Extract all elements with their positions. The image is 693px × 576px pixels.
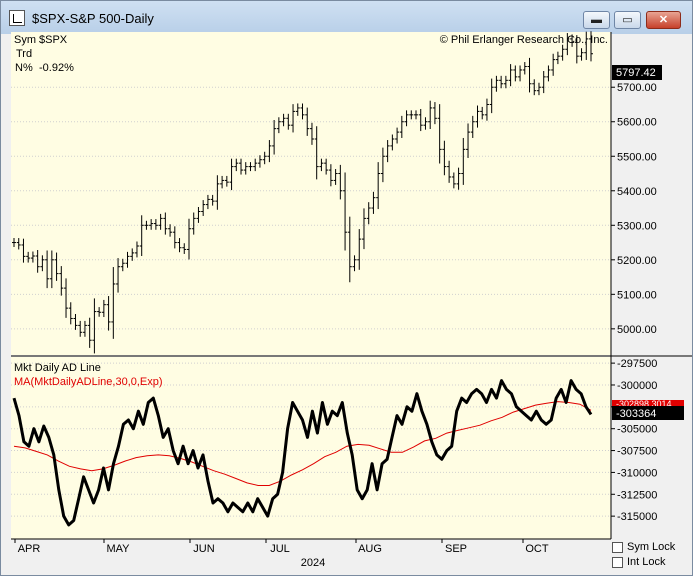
month-label: AUG — [358, 543, 382, 555]
upper-grid — [11, 86, 611, 330]
ad-tick-label: -315000 — [617, 511, 657, 523]
ad-line-title: Mkt Daily AD Line — [14, 362, 101, 374]
last-price-marker — [612, 65, 662, 80]
ad-tick-label: -300000 — [617, 380, 657, 392]
month-label: OCT — [525, 543, 549, 555]
price-tick-label: 5500.00 — [617, 151, 657, 163]
sym-label: Sym — [14, 34, 36, 46]
title-bar[interactable]: $SPX-S&P 500-Daily ▬ ▭ ✕ — [1, 1, 692, 34]
ad-axis-ticks: -297500-300000-302500-305000-307500-3100… — [611, 358, 657, 523]
price-bars — [12, 31, 593, 354]
last-price-value: 5797.42 — [616, 67, 656, 79]
ad-line — [12, 379, 593, 527]
price-tick-label: 5300.00 — [617, 220, 657, 232]
sym-lock-label: Sym Lock — [627, 541, 676, 553]
minimize-button[interactable]: ▬ — [583, 11, 610, 29]
ad-tick-label: -307500 — [617, 446, 657, 458]
price-tick-label: 5100.00 — [617, 289, 657, 301]
ma-value: -302898.3014 — [616, 399, 672, 409]
ma-value-marker — [612, 400, 684, 408]
month-label: JUN — [193, 543, 214, 555]
chart-app-icon — [9, 10, 25, 26]
ad-last-marker — [612, 406, 684, 420]
window-title: $SPX-S&P 500-Daily — [32, 11, 154, 26]
ad-last-value: -303364 — [616, 408, 656, 420]
nchg-label: N% — [15, 62, 33, 74]
price-tick-label: 5200.00 — [617, 255, 657, 267]
nchg-value: -0.92% — [39, 62, 74, 74]
sym-lock-checkbox[interactable] — [612, 542, 623, 553]
month-axis: APR MAY JUN JUL AUG SEP OCT — [14, 539, 549, 555]
int-lock-checkbox[interactable] — [612, 557, 623, 568]
lower-plot-background — [11, 357, 611, 539]
copyright-text: © Phil Erlanger Research Co., Inc. — [440, 34, 608, 46]
price-tick-label: 5400.00 — [617, 186, 657, 198]
ma-line — [13, 401, 592, 486]
ma-label: MA(MktDailyADLine,30,0,Exp) — [14, 376, 163, 388]
month-label: MAY — [106, 543, 130, 555]
ad-tick-label: -310000 — [617, 467, 657, 479]
price-axis-ticks: 5700.00 5600.00 5500.00 5400.00 5300.00 5200.… — [611, 82, 657, 336]
ad-tick-label: -297500 — [617, 358, 657, 370]
trd-label: Trd — [16, 48, 32, 60]
year-label: 2024 — [301, 557, 325, 569]
month-label: APR — [18, 543, 41, 555]
ad-tick-label: -312500 — [617, 489, 657, 501]
price-tick-label: 5000.00 — [617, 324, 657, 336]
upper-plot-background — [11, 32, 611, 355]
maximize-button[interactable]: ▭ — [614, 11, 641, 29]
price-tick-label: 5700.00 — [617, 82, 657, 94]
month-label: SEP — [445, 543, 467, 555]
month-label: JUL — [270, 543, 290, 555]
int-lock-label: Int Lock — [627, 556, 666, 568]
sym-value: $SPX — [39, 34, 68, 46]
price-tick-label: 5600.00 — [617, 117, 657, 129]
close-button[interactable]: ✕ — [646, 11, 681, 29]
ad-tick-label: -305000 — [617, 424, 657, 436]
